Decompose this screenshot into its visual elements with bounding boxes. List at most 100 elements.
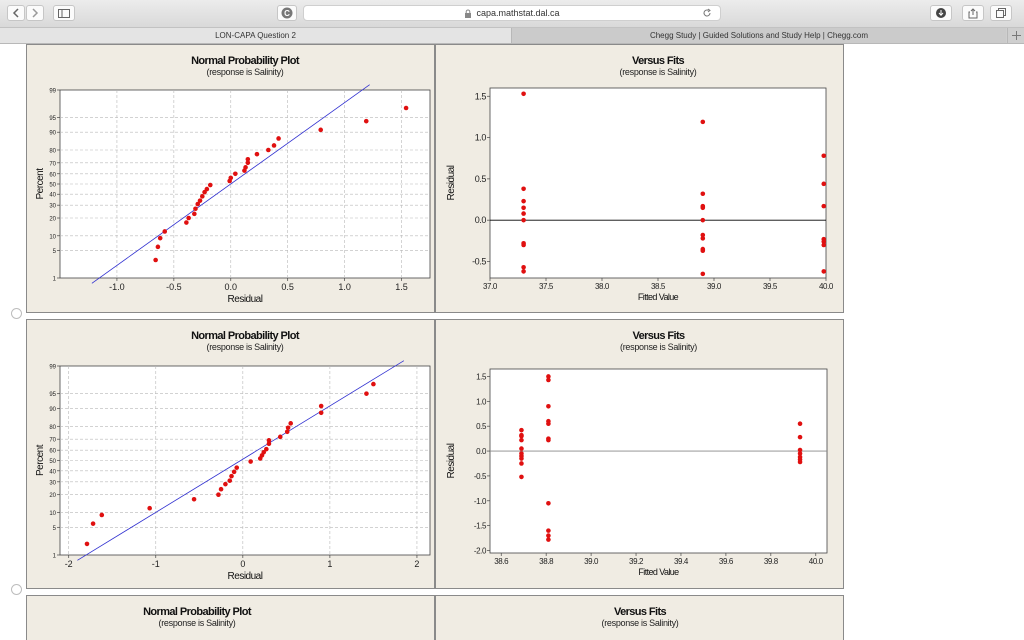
- data-point: [248, 459, 253, 464]
- x-tick-label: -1.0: [109, 282, 125, 292]
- data-point: [90, 521, 96, 526]
- tabs-overview-button[interactable]: [990, 5, 1012, 21]
- y-tick-label: 5: [53, 526, 57, 532]
- data-point: [546, 403, 551, 409]
- reload-icon[interactable]: [702, 8, 712, 18]
- site-logo-button[interactable]: C: [277, 5, 297, 21]
- data-point: [84, 541, 90, 547]
- plot-area: [489, 368, 828, 554]
- chart-title: Normal Probability Plot: [191, 55, 300, 67]
- tab-chegg[interactable]: Chegg Study | Guided Solutions and Study…: [512, 28, 1006, 43]
- data-point: [700, 119, 706, 125]
- answer-radio-1[interactable]: [11, 308, 22, 319]
- data-point: [521, 264, 526, 270]
- data-point: [243, 165, 248, 170]
- data-point: [821, 239, 827, 244]
- y-tick-label: 1: [53, 277, 57, 283]
- x-tick-label: 2: [414, 559, 419, 569]
- chart-subtitle: (response is Salinity): [620, 342, 697, 352]
- sidebar-button[interactable]: [53, 5, 75, 21]
- data-point: [821, 153, 827, 159]
- y-tick-label: 70: [49, 438, 56, 444]
- y-tick-label: 1: [53, 554, 57, 560]
- download-button[interactable]: [930, 5, 952, 21]
- versus-fits-plot-3: Versus Fits(response is Salinity): [602, 606, 680, 628]
- data-point: [191, 496, 197, 502]
- data-point: [162, 229, 168, 234]
- x-tick-label: 39.4: [674, 557, 689, 566]
- chevron-left-icon: [12, 8, 19, 18]
- data-point: [288, 421, 294, 426]
- y-tick-label: 80: [49, 148, 56, 154]
- x-tick-label: 40.0: [809, 557, 824, 566]
- data-point: [184, 220, 189, 225]
- y-axis-label: Percent: [35, 444, 46, 476]
- chart-title: Normal Probability Plot: [143, 606, 252, 618]
- x-tick-label: 37.5: [539, 282, 554, 291]
- data-point: [233, 171, 238, 177]
- vf-panel-3: Versus Fits (response is Salinity): [435, 595, 844, 640]
- data-point: [521, 211, 526, 216]
- y-tick-label: 30: [49, 204, 56, 210]
- data-point: [546, 377, 551, 383]
- data-point: [521, 186, 526, 192]
- npp-panel-1: Normal Probability Plot (response is Sali…: [26, 44, 435, 313]
- page-content: Normal Probability Plot (response is Sali…: [0, 44, 1024, 640]
- data-point: [277, 434, 283, 440]
- data-point: [229, 473, 234, 479]
- x-tick-label: -2: [65, 559, 73, 569]
- chart-subtitle: (response is Salinity): [207, 67, 284, 77]
- answer-radio-2[interactable]: [11, 584, 22, 595]
- data-point: [521, 91, 526, 97]
- x-tick-label: -1: [152, 559, 160, 569]
- x-tick-label: 40.0: [819, 282, 834, 291]
- x-axis-label: Residual: [228, 571, 263, 582]
- data-point: [546, 533, 551, 538]
- data-point: [207, 182, 213, 188]
- chart-subtitle: (response is Salinity): [602, 618, 679, 628]
- browser-toolbar: C capa.mathstat.dal.ca: [0, 0, 1024, 28]
- data-point: [363, 118, 369, 124]
- y-tick-label: 30: [49, 480, 56, 486]
- share-button[interactable]: [962, 5, 984, 21]
- x-tick-label: 39.2: [629, 557, 644, 566]
- data-point: [519, 437, 524, 443]
- plus-icon: [1011, 31, 1021, 40]
- y-tick-label: 20: [49, 217, 56, 223]
- data-point: [318, 410, 324, 416]
- data-point: [200, 194, 205, 199]
- back-button[interactable]: [7, 5, 25, 21]
- data-point: [231, 469, 237, 475]
- y-tick-label: 20: [49, 493, 56, 499]
- data-point: [204, 186, 210, 192]
- data-point: [546, 500, 551, 506]
- x-tick-label: 0.5: [281, 282, 294, 292]
- circle-logo-icon: C: [281, 7, 293, 19]
- x-tick-label: 0: [240, 559, 245, 569]
- data-point: [264, 446, 269, 452]
- y-tick-label: 0.5: [476, 422, 487, 431]
- data-point: [318, 127, 324, 133]
- data-point: [546, 374, 551, 379]
- forward-button[interactable]: [26, 5, 44, 21]
- chart-subtitle: (response is Salinity): [620, 67, 697, 77]
- y-tick-label: 50: [49, 183, 56, 189]
- share-icon: [968, 7, 978, 18]
- npp-panel-3: Normal Probability Plot (response is Sali…: [26, 595, 435, 640]
- data-point: [797, 434, 803, 440]
- data-point: [546, 528, 551, 533]
- address-bar[interactable]: capa.mathstat.dal.ca: [303, 5, 721, 21]
- y-tick-label: 1.5: [476, 372, 487, 381]
- data-point: [192, 211, 197, 217]
- data-point: [195, 201, 201, 207]
- data-point: [821, 269, 827, 274]
- x-tick-label: 0.0: [225, 282, 238, 292]
- data-point: [254, 151, 260, 157]
- chevron-right-icon: [32, 8, 39, 18]
- x-tick-label: 39.6: [719, 557, 734, 566]
- tab-loncapa[interactable]: LON-CAPA Question 2: [0, 28, 512, 43]
- npp-panel-2: Normal Probability Plot (response is Sali…: [26, 319, 435, 589]
- new-tab-button[interactable]: [1007, 28, 1024, 43]
- svg-text:C: C: [284, 9, 290, 18]
- data-point: [546, 537, 551, 542]
